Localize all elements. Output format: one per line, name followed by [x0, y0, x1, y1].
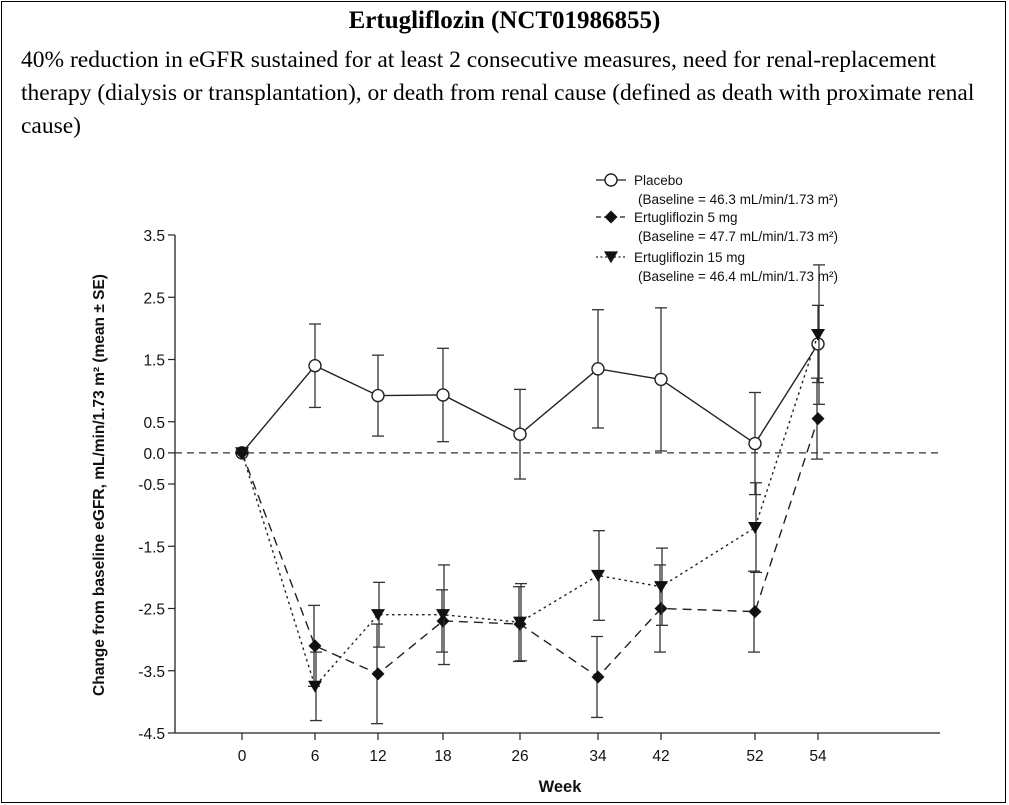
- legend-label: Ertugliflozin 5 mg: [634, 210, 738, 225]
- legend-baseline: (Baseline = 47.7 mL/min/1.73 m²): [638, 229, 838, 244]
- y-tick-label: 3.5: [143, 228, 165, 245]
- series-ertugliflozin-15mg: [235, 264, 825, 722]
- series-line: [241, 334, 819, 688]
- legend-marker: [604, 173, 618, 187]
- data-point: [748, 605, 762, 619]
- series-layer: [235, 264, 825, 725]
- x-tick-label: 18: [434, 748, 451, 765]
- series-line: [241, 418, 819, 678]
- y-tick-label: -3.5: [138, 664, 165, 681]
- x-axis-label: Week: [539, 778, 583, 796]
- x-tick-label: 34: [589, 748, 607, 765]
- y-tick-label: 0.0: [143, 446, 165, 463]
- legend-label: Placebo: [634, 173, 683, 188]
- y-tick-label: 1.5: [143, 353, 165, 370]
- series-line: [241, 343, 819, 454]
- y-tick-label: 0.5: [143, 415, 165, 432]
- data-point: [371, 388, 385, 403]
- data-point: [748, 521, 762, 534]
- series-placebo: [235, 304, 825, 496]
- legend: Placebo (Baseline = 46.3 mL/min/1.73 m²) E…: [596, 173, 838, 284]
- data-point: [654, 602, 668, 615]
- y-tick-label: -2.5: [138, 602, 165, 619]
- legend-marker: [604, 210, 618, 224]
- legend-entry-ertugliflozin-5mg: Ertugliflozin 5 mg (Baseline = 47.7 mL/mi…: [596, 210, 838, 244]
- data-point: [235, 447, 249, 460]
- data-point: [371, 667, 385, 681]
- y-tick-label: -0.5: [138, 477, 165, 494]
- data-point: [308, 639, 322, 653]
- data-point: [436, 609, 450, 622]
- y-tick-label: -1.5: [138, 539, 165, 556]
- data-point: [811, 329, 825, 341]
- legend-marker: [604, 251, 618, 264]
- data-point: [654, 372, 668, 387]
- legend-baseline: (Baseline = 46.4 mL/min/1.73 m²): [638, 269, 838, 284]
- x-tick-label: 54: [809, 748, 827, 765]
- data-point: [591, 670, 605, 684]
- x-tick-label: 52: [746, 748, 763, 765]
- data-point: [591, 569, 605, 582]
- data-point: [513, 427, 527, 441]
- legend-baseline: (Baseline = 46.3 mL/min/1.73 m²): [638, 192, 838, 207]
- x-tick-label: 42: [652, 748, 669, 765]
- x-tick-label: 12: [369, 748, 386, 765]
- y-tick-label: 2.5: [143, 290, 165, 307]
- figure-title: Ertugliflozin (NCT01986855): [348, 7, 661, 34]
- legend-label: Ertugliflozin 15 mg: [634, 250, 745, 265]
- y-tick-label: -4.5: [138, 726, 165, 743]
- x-tick-label: 6: [311, 748, 320, 765]
- data-point: [371, 609, 385, 622]
- legend-entry-placebo: Placebo (Baseline = 46.3 mL/min/1.73 m²): [596, 173, 838, 207]
- data-point: [654, 581, 668, 594]
- data-point: [308, 359, 322, 373]
- x-tick-label: 26: [511, 748, 528, 765]
- x-tick-label: 0: [238, 748, 247, 765]
- data-point: [436, 388, 450, 402]
- data-point: [811, 412, 825, 426]
- data-point: [748, 436, 762, 451]
- data-point: [308, 680, 322, 693]
- data-point: [513, 616, 527, 629]
- data-point: [591, 362, 605, 376]
- figure-subtitle: 40% reduction in eGFR sustained for at l…: [21, 47, 975, 139]
- axes-layer: 3.5 2.5 1.5 0.5 0.0 -0.5 -1.5 -2.5 -3.5 -4.5 0 6 12 1…: [91, 228, 940, 796]
- legend-entry-ertugliflozin-15mg: Ertugliflozin 15 mg (Baseline = 46.4 mL/m…: [596, 250, 838, 284]
- y-axis-label: Change from baseline eGFR, mL/min/1.73 m…: [91, 274, 108, 696]
